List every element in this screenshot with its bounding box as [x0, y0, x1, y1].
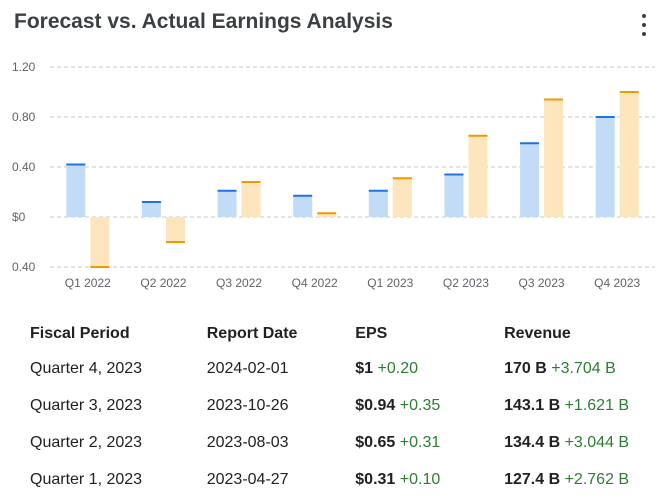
revenue-value: 143.1 B: [504, 396, 561, 414]
y-tick-label: 1.20: [12, 60, 36, 74]
revenue-cell: 143.1 B +1.621 B: [492, 387, 670, 424]
report-date-cell: 2023-10-26: [206, 396, 289, 414]
report-date-cell: 2023-08-03: [206, 433, 289, 451]
table-row: Quarter 3, 2023 2023-10-26 $0.94 +0.35 1…: [18, 387, 670, 424]
menu-dot: [642, 23, 646, 27]
more-options-icon[interactable]: [636, 14, 652, 36]
forecast-bar: [520, 143, 540, 217]
y-tick-label: 0.80: [12, 110, 36, 124]
actual-bar: [392, 178, 412, 217]
forecast-bar: [368, 190, 388, 217]
header-eps: EPS: [355, 325, 388, 342]
revenue-cell: 127.4 B +2.762 B: [492, 461, 670, 498]
revenue-diff: +2.762 B: [564, 470, 630, 488]
actual-bar: [468, 135, 488, 217]
revenue-cell: 134.4 B +3.044 B: [492, 424, 670, 461]
header-revenue: Revenue: [504, 325, 571, 342]
actual-bar: [241, 182, 261, 217]
header-fiscal-period: Fiscal Period: [30, 325, 130, 342]
revenue-cell: 170 B +3.704 B: [492, 350, 670, 387]
forecast-bar: [66, 164, 86, 217]
x-tick-label: Q1 2023: [367, 276, 413, 290]
header-report-date: Report Date: [206, 325, 298, 342]
earnings-bar-chart: 1.20 0.80 0.40 $0 0.40 Q1 2022 Q2 2022 Q3 2022 Q…: [12, 60, 655, 290]
revenue-diff: +3.044 B: [564, 433, 630, 451]
actual-bar: [544, 99, 564, 217]
x-tick-label: Q4 2023: [594, 276, 640, 290]
actual-bar: [165, 217, 185, 242]
table-row: Quarter 2, 2023 2023-08-03 $0.65 +0.31 1…: [18, 424, 670, 461]
table-row: Quarter 1, 2023 2023-04-27 $0.31 +0.10 1…: [18, 461, 670, 498]
eps-cell: $0.94 +0.35: [343, 387, 492, 424]
revenue-diff: +1.621 B: [564, 396, 630, 414]
revenue-value: 127.4 B: [504, 470, 561, 488]
x-tick-label: Q1 2022: [65, 276, 111, 290]
eps-diff: +0.10: [399, 470, 441, 488]
eps-diff: +0.20: [377, 359, 418, 377]
eps-value: $1: [355, 359, 374, 377]
forecast-bar: [595, 117, 615, 217]
fiscal-period-cell: Quarter 4, 2023: [30, 359, 143, 377]
eps-cell: $0.65 +0.31: [343, 424, 492, 461]
revenue-value: 170 B: [504, 359, 547, 377]
eps-value: $0.31: [355, 470, 396, 488]
table-row: Quarter 4, 2023 2024-02-01 $1 +0.20 170 …: [18, 350, 670, 387]
eps-diff: +0.35: [399, 396, 441, 414]
actual-bar: [619, 92, 639, 217]
x-tick-label: Q2 2022: [140, 276, 186, 290]
eps-diff: +0.31: [399, 433, 441, 451]
menu-dot: [642, 14, 646, 18]
eps-value: $0.94: [355, 396, 396, 414]
eps-cell: $0.31 +0.10: [343, 461, 492, 498]
y-tick-label: 0.40: [12, 260, 36, 274]
revenue-value: 134.4 B: [504, 433, 561, 451]
actual-bar: [317, 213, 337, 217]
eps-value: $0.65: [355, 433, 396, 451]
y-tick-label: $0: [12, 210, 26, 224]
eps-cell: $1 +0.20: [343, 350, 492, 387]
forecast-bar: [217, 190, 237, 217]
table-header-row: Fiscal Period Report Date EPS Revenue: [18, 318, 670, 350]
chart-title: Forecast vs. Actual Earnings Analysis: [14, 10, 393, 33]
report-date-cell: 2023-04-27: [206, 470, 289, 488]
menu-dot: [642, 32, 646, 36]
x-tick-label: Q3 2023: [519, 276, 565, 290]
y-tick-label: 0.40: [12, 160, 36, 174]
x-tick-label: Q3 2022: [216, 276, 262, 290]
revenue-diff: +3.704 B: [551, 359, 616, 377]
earnings-table: Fiscal Period Report Date EPS Revenue Qu…: [18, 318, 670, 498]
forecast-bar: [141, 202, 161, 217]
actual-bar: [90, 217, 110, 267]
forecast-bar: [444, 174, 464, 217]
report-date-cell: 2024-02-01: [206, 359, 289, 377]
fiscal-period-cell: Quarter 1, 2023: [30, 470, 143, 488]
forecast-bar: [293, 195, 313, 217]
fiscal-period-cell: Quarter 3, 2023: [30, 396, 143, 414]
x-tick-label: Q4 2022: [292, 276, 338, 290]
fiscal-period-cell: Quarter 2, 2023: [30, 433, 143, 451]
x-tick-label: Q2 2023: [443, 276, 489, 290]
